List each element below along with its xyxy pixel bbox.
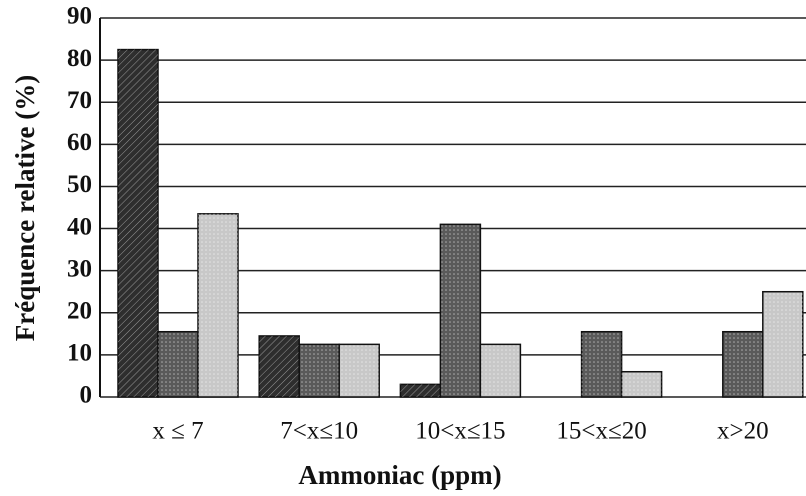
bar-texture bbox=[158, 331, 198, 397]
x-tick-label: x ≤ 7 bbox=[152, 418, 203, 445]
bar-texture bbox=[440, 224, 481, 397]
y-tick-label: 70 bbox=[67, 87, 92, 114]
y-tick-label: 30 bbox=[67, 255, 92, 282]
x-axis-title: Ammoniac (ppm) bbox=[298, 460, 501, 490]
bar-texture bbox=[722, 331, 763, 397]
y-tick-label: 20 bbox=[67, 298, 92, 325]
y-tick-label: 40 bbox=[67, 213, 92, 240]
y-tick-label: 50 bbox=[67, 171, 92, 198]
bar-texture bbox=[118, 49, 158, 397]
x-tick-label: 10<x≤15 bbox=[415, 418, 505, 445]
y-tick-label: 60 bbox=[67, 129, 92, 156]
bar-texture bbox=[762, 291, 803, 397]
bar-texture bbox=[621, 371, 662, 397]
y-tick-label: 0 bbox=[80, 382, 93, 409]
bar-texture bbox=[400, 384, 441, 397]
bar-texture bbox=[339, 344, 380, 397]
x-tick-label: 7<x≤10 bbox=[280, 418, 358, 445]
bar-texture bbox=[480, 344, 521, 397]
y-tick-label: 10 bbox=[67, 340, 92, 367]
bar-texture bbox=[581, 331, 622, 397]
bar-texture bbox=[299, 344, 340, 397]
y-tick-label: 90 bbox=[67, 3, 92, 30]
bar-texture bbox=[198, 213, 238, 397]
x-tick-label: 15<x≤20 bbox=[556, 418, 646, 445]
y-tick-label: 80 bbox=[67, 45, 92, 72]
bar-texture bbox=[259, 335, 300, 397]
y-axis-title: Fréquence relative (%) bbox=[10, 75, 40, 341]
x-tick-label: x>20 bbox=[717, 418, 769, 445]
